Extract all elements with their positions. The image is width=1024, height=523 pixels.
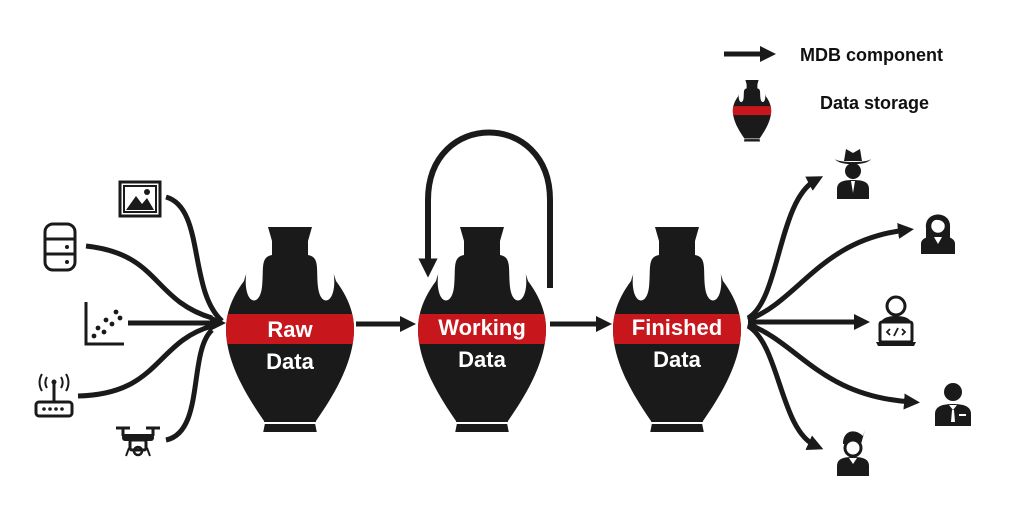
raw-data-label-line2: Data (266, 349, 314, 374)
working-data-amphora: Working Data (412, 227, 552, 433)
user-arrow (746, 176, 824, 321)
young-man-user-icon (837, 430, 869, 476)
finished-data-label-line1: Finished (632, 315, 722, 340)
source-arrow (85, 243, 213, 321)
drone-icon (116, 426, 160, 457)
user-arrow (747, 321, 920, 410)
raw-data-label-line1: Raw (267, 317, 313, 342)
working-data-label-line2: Data (458, 347, 506, 372)
working-data-label-line1: Working (438, 315, 526, 340)
raw-data-amphora: Raw Data (220, 227, 360, 433)
legend: MDB component Data storage (724, 45, 943, 142)
user-arrow (746, 323, 824, 451)
sensor-router-icon (34, 373, 74, 418)
image-icon (118, 180, 162, 218)
legend-component-label: MDB component (800, 45, 943, 65)
cowboy-hat-user-icon (835, 149, 871, 199)
woman-user-icon (921, 214, 955, 254)
developer-user-icon (876, 295, 916, 346)
finished-data-label-line2: Data (653, 347, 701, 372)
user-arrows (746, 176, 920, 451)
database-icon (43, 222, 77, 272)
source-arrow (165, 194, 224, 323)
legend-storage-label: Data storage (820, 93, 929, 113)
scatter-plot-icon (84, 302, 124, 346)
finished-data-amphora: Finished Data (607, 227, 747, 433)
source-arrow (165, 328, 214, 443)
source-arrows (77, 194, 227, 443)
working-loop-arrow (418, 129, 553, 288)
user-arrow (747, 222, 914, 323)
legend-amphora-icon (731, 80, 773, 142)
businessman-user-icon (935, 383, 971, 426)
source-arrow (77, 323, 213, 399)
